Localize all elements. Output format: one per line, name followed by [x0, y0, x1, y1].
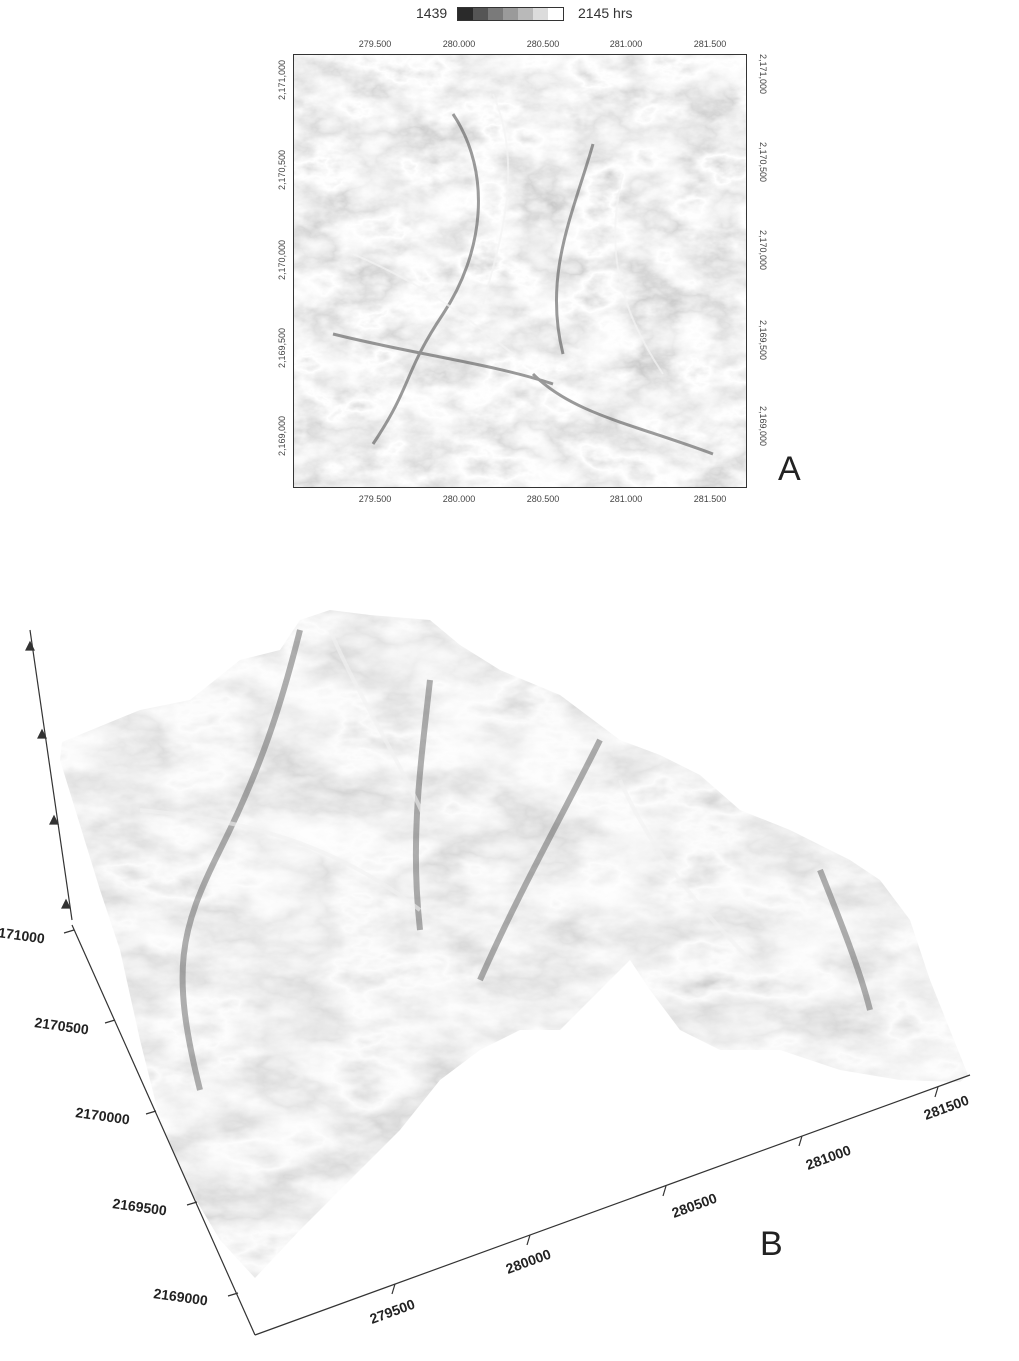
x-tick-top: 279.500: [358, 39, 392, 49]
y-axis-line: [71, 924, 256, 1336]
y-tick-left: 2,170,000: [277, 239, 287, 280]
y-tick-3d: 2170500: [34, 1014, 90, 1037]
legend-swatch: [473, 8, 488, 20]
legend-swatch: [548, 8, 563, 20]
x-tick-bottom: 280.500: [526, 494, 560, 504]
y-tick-right: 2,169,000: [758, 406, 768, 447]
legend-swatch: [518, 8, 533, 20]
y-tick-left: 2,170,500: [277, 149, 287, 190]
y-tick-right: 2,170,000: [758, 230, 768, 271]
legend-swatch: [488, 8, 503, 20]
y-tick-right: 2,170,500: [758, 142, 768, 183]
x-tick-bottom: 279.500: [358, 494, 392, 504]
legend-swatch: [533, 8, 548, 20]
legend-min-label: 1439: [416, 5, 448, 21]
y-tick-left: 2,169,000: [277, 415, 287, 456]
y-tick-3d: 2170000: [75, 1104, 131, 1127]
panel-label-a: A: [778, 450, 801, 488]
legend-color-bar: [457, 7, 564, 21]
x-tick-3d: 281000: [804, 1142, 854, 1173]
x-tick-top: 281.500: [693, 39, 727, 49]
terrain-3d-view: 2171000 2170500 2170000 2169500 2169000 …: [0, 610, 972, 1336]
x-tick-bottom: 281.000: [609, 494, 643, 504]
panel-label-b: B: [760, 1225, 783, 1263]
y-tick-left: 2,171,000: [277, 59, 287, 100]
y-tick-left: 2,169,500: [277, 327, 287, 368]
x-tick-3d: 279500: [368, 1296, 418, 1327]
y-tick-right: 2,171,000: [758, 54, 768, 95]
x-tick-3d: 280000: [504, 1246, 554, 1277]
legend-swatch: [458, 8, 473, 20]
x-tick-3d: 280500: [670, 1190, 720, 1221]
x-tick-top: 280.000: [442, 39, 476, 49]
y-tick-right: 2,169,500: [758, 320, 768, 361]
legend-swatch: [503, 8, 518, 20]
x-tick-top: 280.500: [526, 39, 560, 49]
y-tick-3d: 2169500: [112, 1195, 168, 1218]
legend-max-label: 2145 hrs: [578, 5, 633, 21]
z-axis: [25, 629, 73, 921]
y-tick-3d: 2171000: [0, 923, 46, 946]
x-axis-line: [254, 1074, 971, 1336]
insolation-map: [293, 54, 747, 488]
x-tick-bottom: 281.500: [693, 494, 727, 504]
x-tick-top: 281.000: [609, 39, 643, 49]
x-tick-bottom: 280.000: [442, 494, 476, 504]
x-tick-3d: 281500: [922, 1092, 972, 1123]
y-tick-3d: 2169000: [153, 1285, 209, 1308]
